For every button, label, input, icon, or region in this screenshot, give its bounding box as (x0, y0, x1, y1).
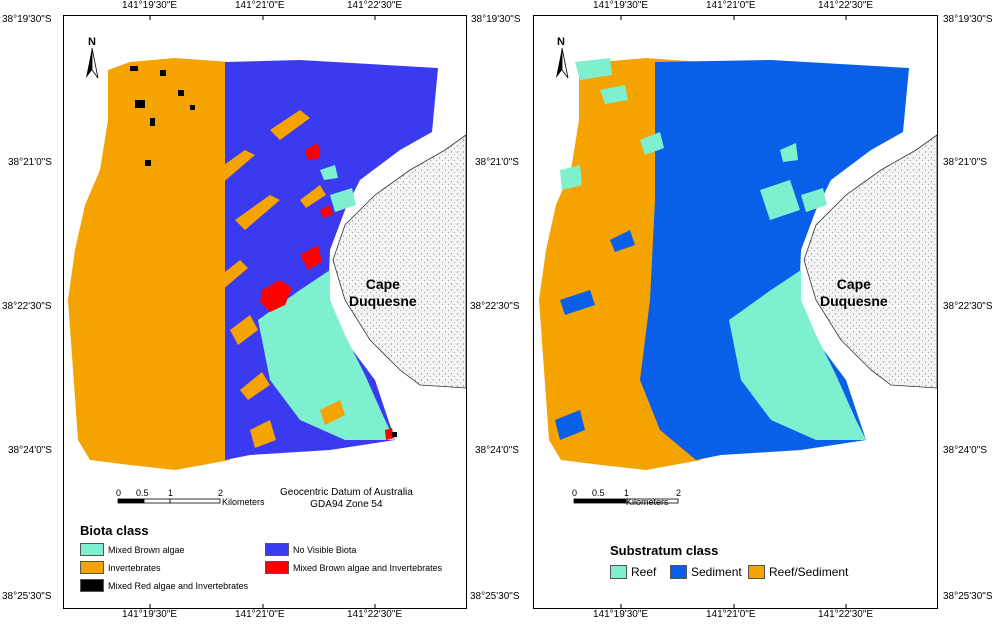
swatch-sediment (670, 565, 687, 579)
place-label-left-line1: Cape (365, 276, 400, 292)
scale-tick-05-right: 0.5 (592, 488, 605, 498)
biota-legend-title: Biota class (80, 523, 149, 538)
substratum-legend-title: Substratum class (610, 543, 719, 558)
right-tick-3: 38°22'30"S (943, 301, 993, 312)
left-tick-3: 38°22'30"S (2, 301, 52, 312)
legend-label-reef-sediment: Reef/Sediment (769, 565, 849, 579)
swatch-no-visible (265, 543, 289, 556)
swatch-mixed-brown-inv (265, 561, 289, 574)
swatch-reef (610, 565, 627, 579)
place-label-right: Cape Duquesne (820, 276, 888, 310)
top-tick-5: 141°21'0"E (706, 0, 756, 11)
legend-item-invertebrates: Invertebrates (80, 561, 161, 574)
bottom-tick-6: 141°22'30"E (818, 609, 874, 620)
scale-tick-05-left: 0.5 (136, 488, 149, 498)
scale-tick-0-right: 0 (572, 488, 578, 498)
legend-item-sediment: Sediment (670, 565, 742, 579)
place-label-left: Cape Duquesne (349, 276, 417, 310)
legend-label-sediment: Sediment (691, 565, 742, 579)
legend-label-mixed-brown-inv: Mixed Brown algae and Invertebrates (293, 562, 443, 573)
swatch-reef-sediment (748, 565, 765, 579)
scale-tick-2-right: 2 (676, 488, 682, 498)
left-tick-5: 38°25'30"S (2, 591, 52, 602)
right-tick-5: 38°25'30"S (943, 591, 993, 602)
scale-tick-2-left: 2 (218, 488, 224, 498)
mid-tick-3: 38°22'30"S (470, 301, 520, 312)
legend-label-invertebrates: Invertebrates (108, 562, 161, 573)
bottom-tick-5: 141°21'0"E (706, 609, 756, 620)
datum-text: Geocentric Datum of Australia GDA94 Zone… (280, 487, 413, 511)
north-label-left: N (88, 36, 96, 48)
datum-line1: Geocentric Datum of Australia (280, 487, 413, 498)
datum-line2: GDA94 Zone 54 (310, 499, 383, 510)
place-label-right-line2: Duquesne (820, 293, 888, 309)
legend-item-mixed-brown-inv: Mixed Brown algae and Invertebrates (265, 561, 442, 574)
north-arrow-left (86, 47, 99, 79)
top-tick-1: 141°19'30"E (122, 0, 178, 11)
scale-bar-left (117, 498, 221, 504)
scale-bar-right (573, 498, 679, 504)
scale-tick-1-right: 1 (624, 488, 630, 498)
right-tick-1: 38°19'30"S (943, 14, 993, 25)
left-tick-4: 38°24'0"S (8, 445, 52, 456)
mid-tick-5: 38°25'30"S (470, 591, 520, 602)
right-tick-2: 38°21'0"S (943, 157, 987, 168)
legend-item-reef: Reef (610, 565, 656, 579)
mid-tick-1: 38°19'30"S (471, 14, 521, 25)
bottom-tick-4: 141°19'30"E (593, 609, 649, 620)
scale-tick-0-left: 0 (116, 488, 122, 498)
top-tick-3: 141°22'30"E (347, 0, 403, 11)
legend-label-mixed-brown: Mixed Brown algae (108, 544, 185, 555)
swatch-mixed-brown (80, 543, 104, 556)
north-label-right: N (557, 36, 565, 48)
bottom-tick-3: 141°22'30"E (347, 609, 403, 620)
mid-tick-4: 38°24'0"S (475, 445, 519, 456)
legend-item-no-visible: No Visible Biota (265, 543, 356, 556)
legend-label-mixed-red: Mixed Red algae and Invertebrates (108, 580, 249, 591)
mid-tick-2: 38°21'0"S (475, 157, 519, 168)
left-tick-1: 38°19'30"S (2, 14, 52, 25)
substratum-map (539, 58, 938, 470)
biota-map (68, 58, 467, 470)
scale-unit-right: Kilometers (626, 497, 669, 507)
swatch-invertebrates (80, 561, 104, 574)
scale-tick-1-left: 1 (168, 488, 174, 498)
north-arrow-right (556, 47, 569, 79)
legend-item-mixed-brown: Mixed Brown algae (80, 543, 185, 556)
swatch-mixed-red (80, 579, 104, 592)
right-tick-4: 38°24'0"S (943, 445, 987, 456)
top-tick-4: 141°19'30"E (593, 0, 649, 11)
bottom-tick-2: 141°21'0"E (235, 609, 285, 620)
place-label-right-line1: Cape (836, 276, 871, 292)
scale-unit-left: Kilometers (222, 497, 265, 507)
place-label-left-line2: Duquesne (349, 293, 417, 309)
left-tick-2: 38°21'0"S (8, 157, 52, 168)
bottom-tick-1: 141°19'30"E (122, 609, 178, 620)
legend-item-reef-sediment: Reef/Sediment (748, 565, 848, 579)
legend-item-mixed-red: Mixed Red algae and Invertebrates (80, 579, 248, 592)
top-tick-6: 141°22'30"E (818, 0, 874, 11)
legend-label-reef: Reef (631, 565, 657, 579)
legend-label-no-visible: No Visible Biota (293, 544, 357, 555)
top-tick-2: 141°21'0"E (235, 0, 285, 11)
